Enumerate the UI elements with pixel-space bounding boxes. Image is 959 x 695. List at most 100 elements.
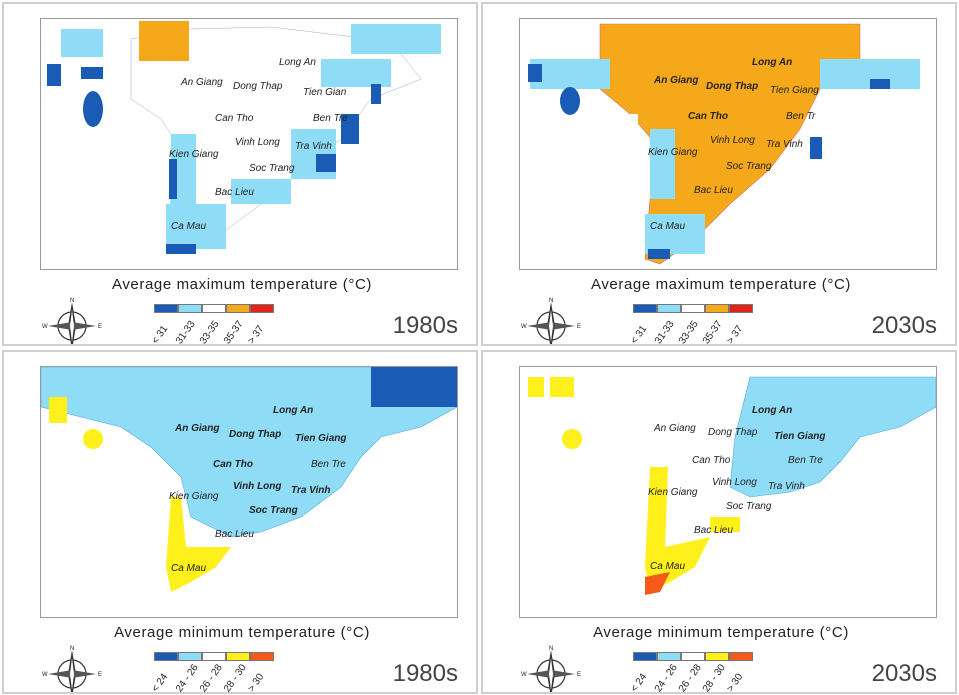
legend: < 31 31-33 33-35 35-37 > 37 (629, 304, 773, 346)
legend-label: > 37 (245, 323, 267, 346)
province-long-an: Long An (752, 57, 793, 68)
legend-label: < 24 (628, 671, 650, 694)
province-an-giang: An Giang (181, 77, 223, 88)
province-can-tho: Can Tho (213, 459, 253, 470)
compass-rose-icon: N S E W (521, 644, 581, 692)
province-bac-lieu: Bac Lieu (694, 185, 733, 196)
cell-orange-red (645, 572, 670, 595)
legend-label: 26 - 28 (197, 662, 225, 694)
cell-yellow (49, 397, 67, 423)
province-ca-mau: Ca Mau (171, 221, 207, 232)
province-can-tho: Can Tho (692, 455, 731, 466)
cell-darkblue (648, 249, 670, 259)
province-dong-thap: Dong Thap (229, 429, 282, 440)
cell-lightblue (650, 129, 675, 199)
province-bac-lieu: Bac Lieu (215, 529, 254, 540)
svg-text:E: E (577, 324, 581, 330)
cell-yellow (645, 467, 710, 592)
delta-land (729, 376, 936, 498)
panel-min-2030s: Long An An Giang Dong Thap Tien Giang Ca… (481, 350, 957, 694)
province-tra-vinh: Tra Vinh (766, 139, 803, 150)
legend-swatches (154, 304, 294, 313)
cell-yellow (528, 377, 544, 397)
map-frame: Long An An Giang Dong Thap Tien Gian Can… (40, 18, 458, 270)
province-tra-vinh: Tra Vinh (295, 141, 332, 152)
province-bac-lieu: Bac Lieu (215, 187, 254, 198)
svg-text:N: N (70, 298, 74, 304)
province-tra-vinh: Tra Vinh (768, 481, 805, 492)
legend-swatch (178, 652, 202, 661)
cell-yellow (83, 429, 103, 449)
cell-lightblue (321, 59, 391, 87)
legend-swatch (202, 304, 226, 313)
cell-lightblue (530, 59, 610, 89)
legend-labels: < 24 24 - 26 26 - 28 28 - 30 > 30 (629, 661, 773, 694)
legend-swatches (154, 652, 294, 661)
svg-text:E: E (98, 672, 102, 678)
province-vinh-long: Vinh Long (712, 477, 757, 488)
legend-swatch (705, 652, 729, 661)
legend: < 31 31-33 33-35 35-37 > 37 (150, 304, 294, 346)
cell-orange (139, 21, 189, 61)
legend-swatch (729, 304, 753, 313)
cell-lightblue (166, 204, 226, 249)
province-ben-tre: Ben Tr (786, 111, 816, 122)
legend-swatch (705, 304, 729, 313)
cell-darkblue (47, 64, 61, 86)
legend-swatch (681, 652, 705, 661)
province-can-tho: Can Tho (688, 111, 728, 122)
legend-label: 26 - 28 (676, 662, 704, 694)
legend-label: 31-33 (652, 318, 677, 346)
svg-text:W: W (521, 672, 527, 678)
province-ca-mau: Ca Mau (650, 221, 686, 232)
province-an-giang: An Giang (654, 423, 696, 434)
cell-darkblue (169, 159, 177, 199)
legend-swatch (657, 652, 681, 661)
legend-swatch (633, 652, 657, 661)
province-kien-giang: Kien Giang (169, 149, 219, 160)
map-frame: Long An An Giang Dong Thap Tien Giang Ca… (519, 18, 937, 270)
legend: < 24 24 - 26 26 - 28 28 - 30 > 30 (150, 652, 294, 694)
panel-max-1980s: Long An An Giang Dong Thap Tien Gian Can… (2, 2, 478, 346)
legend-label: 33-35 (676, 318, 701, 346)
province-vinh-long: Vinh Long (233, 481, 282, 492)
province-tra-vinh: Tra Vinh (291, 485, 331, 496)
legend-swatch (729, 652, 753, 661)
cell-darkblue (870, 79, 890, 89)
province-soc-trang: Soc Trang (726, 501, 772, 512)
legend-label: < 24 (149, 671, 171, 694)
cell-yellow (550, 377, 574, 397)
legend-label: > 37 (724, 323, 746, 346)
svg-text:N: N (549, 298, 553, 304)
decade-label: 1980s (392, 660, 458, 687)
delta-land (41, 367, 457, 538)
legend-label: 24 - 26 (173, 662, 201, 694)
legend-swatch (226, 652, 250, 661)
map-frame: Long An An Giang Dong Thap Tien Giang Ca… (40, 366, 458, 618)
cell-darkblue (371, 367, 457, 407)
province-long-an: Long An (752, 405, 793, 416)
province-soc-trang: Soc Trang (726, 161, 772, 172)
province-ca-mau: Ca Mau (171, 563, 207, 574)
legend-swatch (154, 304, 178, 313)
svg-text:N: N (70, 646, 74, 652)
legend-label: > 30 (724, 671, 746, 694)
cell-darkblue (341, 114, 359, 144)
compass-rose-icon: N S E W (42, 644, 102, 692)
legend-labels: < 24 24 - 26 26 - 28 28 - 30 > 30 (150, 661, 294, 694)
province-tien-giang: Tien Giang (770, 85, 819, 96)
legend-label: 24 - 26 (652, 662, 680, 694)
map-caption: Average minimum temperature (°C) (593, 624, 849, 641)
panel-min-1980s: Long An An Giang Dong Thap Tien Giang Ca… (2, 350, 478, 694)
province-kien-giang: Kien Giang (648, 487, 698, 498)
svg-text:W: W (42, 324, 48, 330)
cell-yellow (562, 429, 582, 449)
map-frame: Long An An Giang Dong Thap Tien Giang Ca… (519, 366, 937, 618)
mekong-map (41, 367, 457, 592)
legend-label: 35-37 (700, 318, 725, 346)
province-ben-tre: Ben Tre (311, 459, 346, 470)
map-caption: Average minimum temperature (°C) (114, 624, 370, 641)
province-vinh-long: Vinh Long (235, 137, 280, 148)
province-soc-trang: Soc Trang (249, 163, 295, 174)
